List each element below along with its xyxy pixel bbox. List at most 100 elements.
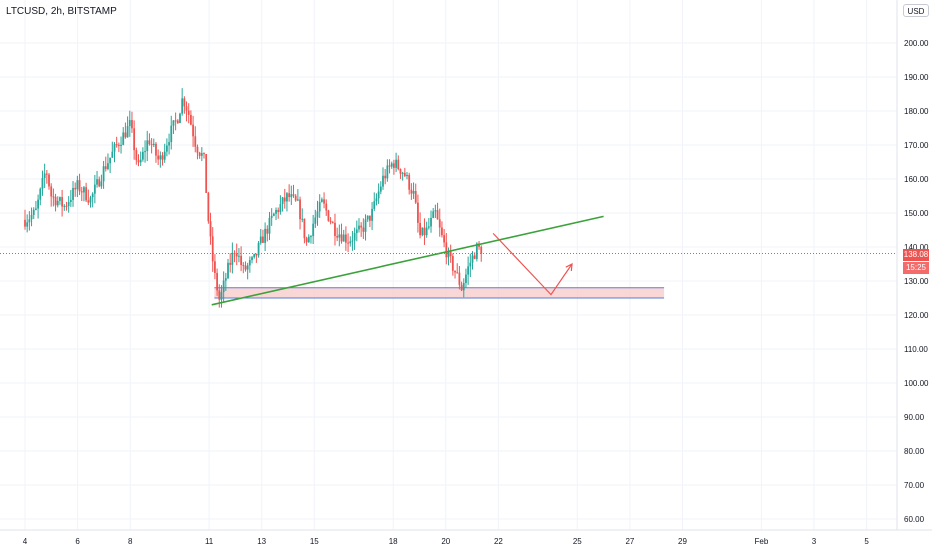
candle-body <box>222 280 225 293</box>
candle-body <box>329 220 332 223</box>
candle-body <box>294 195 297 201</box>
candle-body <box>144 151 146 153</box>
candle-body <box>443 235 446 243</box>
candle-body <box>102 166 105 182</box>
y-tick-label: 170.00 <box>904 141 929 150</box>
candle-body <box>126 126 129 138</box>
candle-body <box>183 98 186 107</box>
candle-body <box>353 233 356 241</box>
candle-body <box>69 199 72 202</box>
candle-body <box>384 175 387 179</box>
candle-body <box>266 228 269 234</box>
candle-body <box>32 209 35 215</box>
candle-body <box>161 155 164 160</box>
candle-body <box>235 253 238 257</box>
candle-body <box>421 227 424 236</box>
candle-body <box>211 236 214 262</box>
candle-body <box>37 199 39 209</box>
candle-body <box>382 175 384 187</box>
candle-body <box>334 222 336 237</box>
candle-body <box>275 209 277 214</box>
candle-body <box>192 124 194 137</box>
y-tick-label: 110.00 <box>904 345 928 354</box>
x-tick-label: 3 <box>812 537 817 546</box>
candle-body <box>56 200 59 206</box>
candle-body <box>279 204 282 213</box>
candle-body <box>344 234 347 243</box>
candle-body <box>316 211 319 218</box>
candle-body <box>72 187 74 200</box>
candle-body <box>91 193 94 198</box>
candle-body <box>194 136 197 147</box>
candle-body <box>141 151 144 160</box>
candle-body <box>174 120 177 122</box>
y-tick-label: 100.00 <box>904 379 929 388</box>
candle-body <box>460 284 463 291</box>
y-tick-label: 90.00 <box>904 413 925 422</box>
last-price-label: 138.08 <box>903 249 929 261</box>
candle-body <box>111 151 114 158</box>
candle-body <box>340 234 343 242</box>
currency-selector[interactable]: USD <box>903 4 929 17</box>
candle-body <box>240 255 243 265</box>
x-tick-label: 6 <box>75 537 80 546</box>
candle-body <box>320 199 323 202</box>
candle-body <box>85 187 88 201</box>
candle-body <box>303 218 306 239</box>
candle-body <box>163 151 166 160</box>
candle-body <box>80 191 83 193</box>
candle-body <box>150 144 153 146</box>
candle-body <box>386 165 389 179</box>
y-tick-label: 130.00 <box>904 277 929 286</box>
y-tick-label: 140.00 <box>904 243 929 252</box>
y-tick-label: 190.00 <box>904 73 929 82</box>
candle-body <box>395 159 397 168</box>
x-tick-label: 15 <box>310 537 319 546</box>
candle-body <box>323 199 325 204</box>
candle-body <box>281 197 284 205</box>
candle-body <box>50 186 53 197</box>
candle-body <box>414 190 417 203</box>
candle-body <box>152 143 155 146</box>
candle-body <box>148 140 151 145</box>
candle-body <box>35 208 37 210</box>
candle-body <box>45 173 48 175</box>
candle-body <box>412 190 415 194</box>
candle-body <box>296 199 299 201</box>
candle-body <box>242 264 245 266</box>
y-tick-label: 160.00 <box>904 175 929 184</box>
y-tick-label: 150.00 <box>904 209 929 218</box>
candle-body <box>469 262 472 267</box>
candle-body <box>283 197 286 202</box>
candle-body <box>78 180 81 192</box>
candle-body <box>214 261 216 273</box>
candle-body <box>87 200 90 203</box>
candle-body <box>390 163 393 167</box>
candle-body <box>244 265 247 270</box>
rising-trendline <box>211 215 604 306</box>
candle-body <box>63 205 66 207</box>
candle-body <box>43 173 46 179</box>
candle-body <box>48 174 50 187</box>
support-zone <box>214 287 665 298</box>
projection-path <box>492 232 573 296</box>
candle-body <box>216 272 218 291</box>
candle-body <box>67 201 70 207</box>
candle-body <box>270 215 273 218</box>
x-tick-label: 13 <box>257 537 266 546</box>
candle-body <box>146 140 149 152</box>
candle-body <box>117 144 120 146</box>
candle-body <box>107 163 109 169</box>
candle-body <box>427 226 430 228</box>
candle-body <box>351 240 354 242</box>
candle-body <box>176 120 179 124</box>
x-tick-label: 20 <box>441 537 450 546</box>
candle-body <box>288 193 291 198</box>
candle-body <box>76 180 79 190</box>
candle-body <box>312 223 315 237</box>
candle-body <box>65 205 68 207</box>
candle-body <box>438 219 441 228</box>
candle-body <box>342 234 345 242</box>
